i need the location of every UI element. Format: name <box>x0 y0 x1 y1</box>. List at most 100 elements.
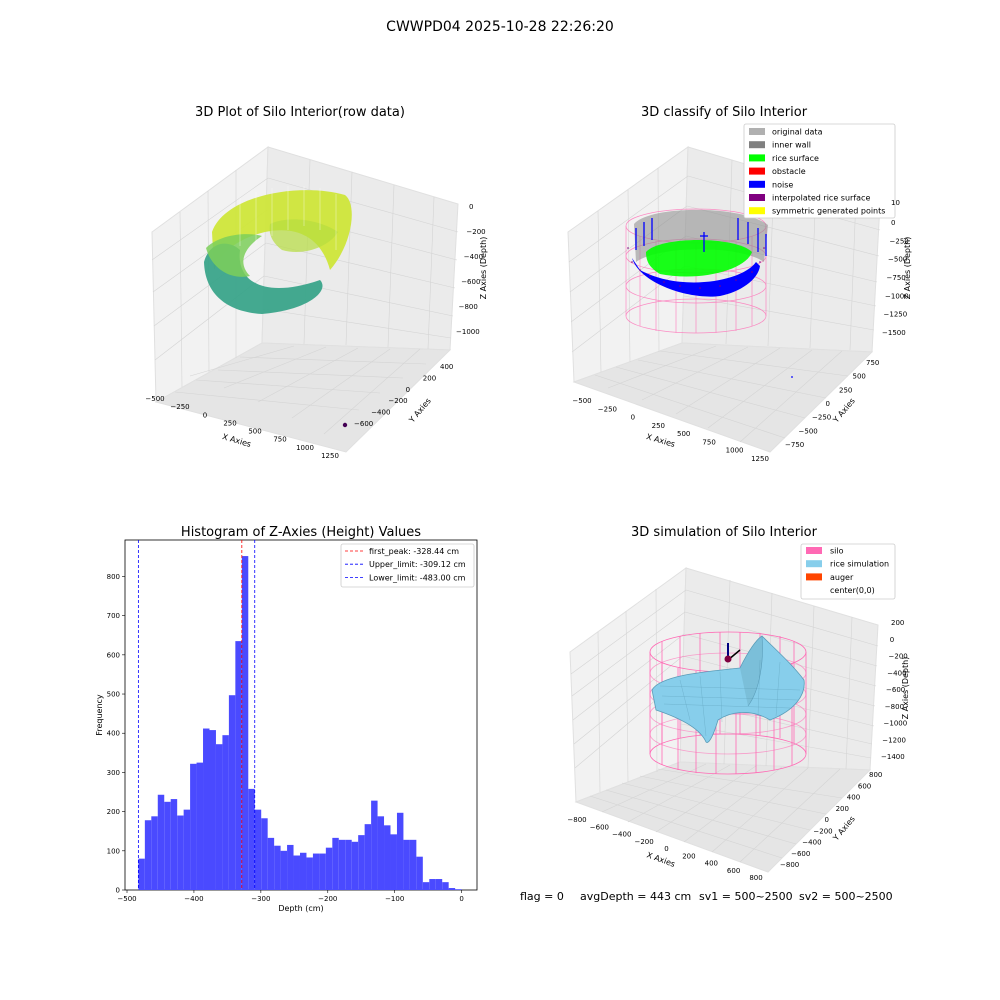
raw-point-stripes <box>239 186 337 250</box>
classify-x-tick-4: 500 <box>677 430 690 438</box>
histogram-bar-1 <box>144 820 152 890</box>
classify-rice-surface <box>646 240 752 277</box>
classify-y-tick-6: 750 <box>866 359 879 367</box>
histogram-bar-26 <box>306 857 313 890</box>
sim-status-sv2: sv2 = 500~2500 <box>799 890 893 903</box>
classify-z-tick-6: −1500 <box>882 329 906 337</box>
raw-x-tick-3: 250 <box>223 419 236 427</box>
histogram-y-axis-label: Frequency <box>95 694 104 736</box>
raw-x-tick-1: −250 <box>170 403 189 411</box>
sim-y-tick-2: −400 <box>802 839 821 847</box>
histogram-bar-47 <box>442 882 449 890</box>
sim-y-tick-4: 0 <box>825 816 829 824</box>
histogram-bar-45 <box>429 879 436 890</box>
sim-status-avg-depth: avgDepth = 443 cm <box>580 890 691 903</box>
sim-y-tick-0: −800 <box>780 861 799 869</box>
histogram-bar-42 <box>409 839 417 890</box>
classify-legend-label-3: obstacle <box>772 167 806 176</box>
histogram-bar-14 <box>228 695 236 890</box>
histogram-y-tick-7: 700 <box>107 612 120 620</box>
histogram-bar-30 <box>332 837 339 890</box>
simulation-3d-plot[interactable]: 3D simulation of Silo Interior <box>520 525 910 903</box>
raw-outlier-point <box>342 422 348 428</box>
histogram-bar-29 <box>325 847 333 890</box>
histogram-bar-8 <box>190 763 197 890</box>
classify-z-tick-4: −1000 <box>885 292 909 300</box>
classify-3d-plot[interactable]: 3D classify of Silo Interior <box>567 105 912 463</box>
raw-z-tick-3: −600 <box>461 278 480 286</box>
sim-y-tick-5: 200 <box>836 805 849 813</box>
histogram-x-tick-0: −500 <box>117 895 136 903</box>
sim-x-ticks: −800 −600−400−200 0 200 400 600 800 <box>567 816 762 882</box>
raw-z-tick-1: −200 <box>466 228 485 236</box>
histogram-bar-16 <box>241 556 249 890</box>
classify-x-tick-3: 250 <box>652 422 665 430</box>
classify-z-tick-3: −750 <box>887 274 906 282</box>
raw-z-tick-5: −1000 <box>456 328 480 336</box>
classify-legend-swatch-3 <box>749 167 765 175</box>
depth-histogram[interactable]: Histogram of Z-Axies (Height) Values −50… <box>95 525 478 913</box>
raw-y-tick-5: 400 <box>440 363 453 371</box>
sim-legend-swatch-0 <box>806 547 822 554</box>
raw-x-ticks: −500 −250 0 250 500 750 1000 1250 <box>145 395 339 460</box>
histogram-vlines <box>137 540 256 890</box>
classify-y-tick-3: 0 <box>826 400 830 408</box>
histogram-bar-41 <box>403 839 410 890</box>
histogram-bar-40 <box>396 812 404 890</box>
histogram-bar-19 <box>261 818 268 890</box>
histogram-title: Histogram of Z-Axies (Height) Values <box>181 525 421 540</box>
histogram-bar-44 <box>422 882 430 890</box>
sim-x-tick-2: −400 <box>612 831 631 839</box>
histogram-y-tick-1: 100 <box>107 847 120 855</box>
histogram-x-tick-3: −200 <box>318 895 337 903</box>
histogram-x-tick-2: −300 <box>251 895 270 903</box>
histogram-bar-32 <box>345 839 352 890</box>
sim-z-axis-label: Z Axies (Depth) <box>901 657 910 720</box>
histogram-bar-18 <box>254 809 262 890</box>
histogram-bar-10 <box>203 728 210 890</box>
raw-x-tick-2: 0 <box>203 411 207 419</box>
histogram-x-tick-1: −400 <box>184 895 203 903</box>
sim-z-tick-6: −1000 <box>884 720 908 728</box>
histogram-bar-20 <box>267 837 275 890</box>
histogram-bar-9 <box>196 762 204 890</box>
sim-auger <box>724 643 741 663</box>
classify-legend-swatch-0 <box>749 128 765 135</box>
classify-noise-stripes <box>635 218 767 256</box>
histogram-bar-15 <box>235 641 242 890</box>
raw-x-tick-4: 500 <box>248 428 261 436</box>
histogram-x-axis-label: Depth (cm) <box>278 904 323 913</box>
classify-x-tick-5: 750 <box>702 438 715 446</box>
sim-legend-label-3: center(0,0) <box>830 586 875 595</box>
classify-legend: original data inner wall rice surface obsta… <box>743 123 896 219</box>
sim-y-axis-label: Y Axies <box>831 814 857 843</box>
classify-z-tick-0: 0 <box>891 219 895 227</box>
histogram-legend-label-0: first_peak: -328.44 cm <box>369 547 459 556</box>
classify-legend-label-6: symmetric generated points <box>772 207 885 216</box>
classify-legend-label-4: noise <box>772 180 793 189</box>
raw-z-axis-label: Z Axies (Depth) <box>479 237 488 300</box>
histogram-bar-24 <box>293 855 300 890</box>
histogram-y-tick-5: 500 <box>107 691 120 699</box>
histogram-bar-49 <box>455 889 462 890</box>
sim-y-ticks: −800 −600 −400 −200 0 200 400 600 800 <box>780 771 882 869</box>
raw-y-axis-label: Y Axies <box>407 396 433 425</box>
raw-point-cloud <box>204 186 352 428</box>
sim-z-tick-0: 200 <box>891 619 904 627</box>
histogram-bar-4 <box>164 801 171 890</box>
sim-rice-mesh <box>659 659 801 737</box>
raw-y-ticks: −600 −400 −200 0 200 400 <box>354 363 453 428</box>
raw-point-inner <box>269 219 338 252</box>
raw-z-tick-0: 0 <box>469 203 473 211</box>
raw-plot-title: 3D Plot of Silo Interior(row data) <box>195 105 405 120</box>
sim-x-tick-5: 200 <box>682 852 695 860</box>
raw-z-tick-2: −400 <box>464 253 483 261</box>
classify-x-tick-7: 1250 <box>751 455 769 463</box>
classify-legend-swatch-1 <box>749 141 765 149</box>
sim-z-tick-7: −1200 <box>882 736 906 744</box>
histogram-bar-13 <box>222 735 229 890</box>
raw-x-tick-6: 1000 <box>296 444 314 452</box>
sim-z-tick-2: −200 <box>889 653 908 661</box>
raw-data-3d-plot[interactable]: 3D Plot of Silo Interior(row data) −500−… <box>145 105 488 460</box>
raw-point-ring-mid <box>206 234 262 277</box>
